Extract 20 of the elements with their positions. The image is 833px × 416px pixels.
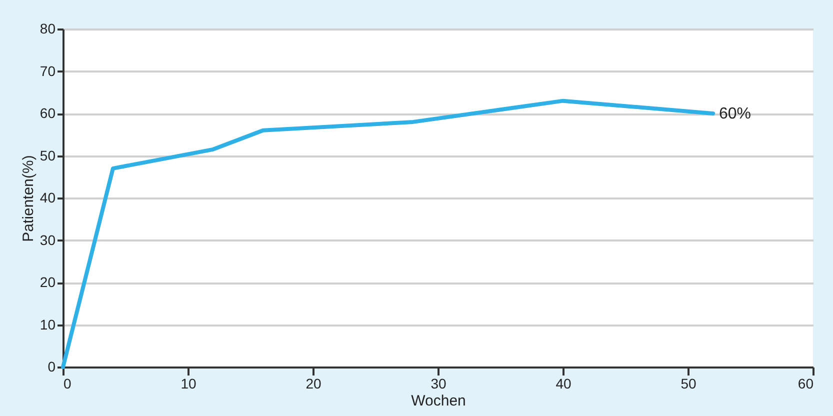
y-axis-title: Patienten(%) xyxy=(20,155,37,242)
y-tick-label: 20 xyxy=(40,274,56,290)
y-tick-label: 70 xyxy=(40,62,56,79)
y-tick-label: 60 xyxy=(40,105,56,121)
y-tick-label: 50 xyxy=(40,147,56,164)
line-series xyxy=(61,98,715,369)
x-tick-label: 20 xyxy=(306,376,322,392)
y-tick-label: 10 xyxy=(40,316,56,332)
x-tick-label: 30 xyxy=(430,376,446,392)
annotation: 60% xyxy=(719,106,752,122)
y-tick-label: 0 xyxy=(48,358,56,374)
x-tick-label: 50 xyxy=(680,376,696,392)
x-axis-title: Wochen xyxy=(411,392,466,410)
x-tick-label: 10 xyxy=(180,376,196,392)
y-tick-label: 40 xyxy=(40,190,56,206)
y-tick-label: 30 xyxy=(40,232,56,248)
x-tick-label: 60 xyxy=(798,376,814,392)
x-tick-label: 0 xyxy=(64,376,72,392)
y-tick-label: 80 xyxy=(40,20,56,36)
x-tick-label: 40 xyxy=(556,376,572,392)
